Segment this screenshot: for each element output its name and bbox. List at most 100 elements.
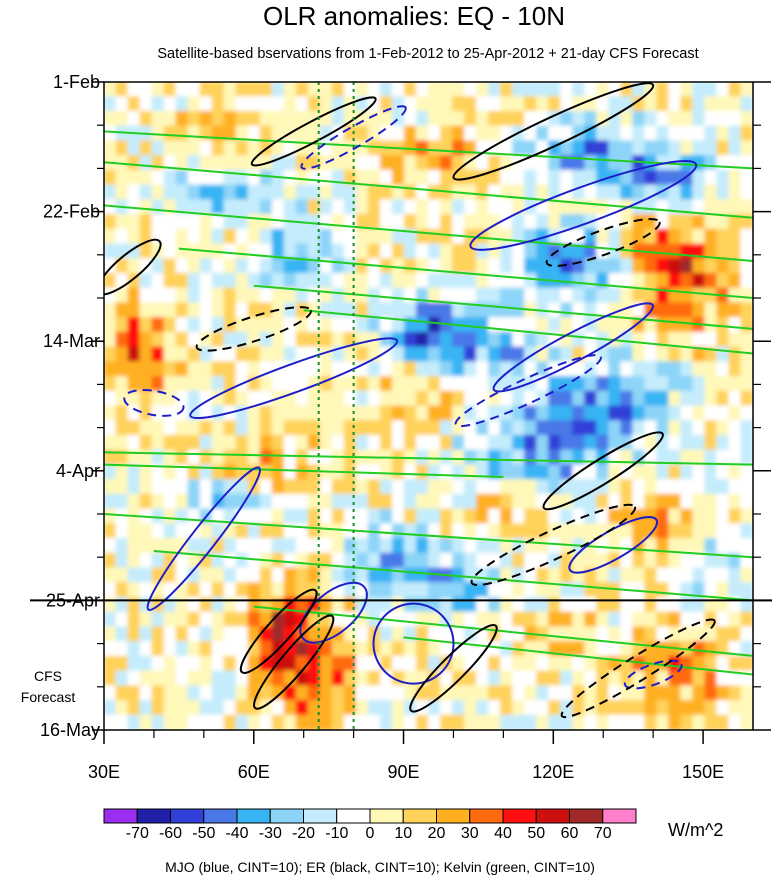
heatmap-cell [692, 582, 706, 598]
heatmap-cell [331, 700, 345, 716]
heatmap-cell [199, 479, 213, 495]
heatmap-cell [283, 346, 297, 363]
heatmap-cell [524, 523, 538, 540]
heatmap-cell [620, 155, 634, 171]
heatmap-cell [295, 287, 309, 304]
heatmap-cell [175, 552, 189, 569]
heatmap-cell [283, 493, 297, 510]
heatmap-cell [163, 272, 177, 289]
heatmap-cell [476, 228, 490, 245]
heatmap-cell [560, 670, 574, 687]
heatmap-cell [211, 479, 225, 495]
heatmap-cell [295, 523, 309, 540]
heatmap-cell [307, 272, 321, 289]
heatmap-cell [115, 214, 129, 230]
heatmap-cell [656, 670, 670, 687]
heatmap-cell [415, 199, 429, 216]
heatmap-cell [415, 479, 429, 495]
heatmap-cell [283, 449, 297, 466]
heatmap-cell [139, 538, 153, 554]
er-contour [452, 82, 655, 181]
heatmap-cell [680, 346, 694, 363]
heatmap-cell [644, 272, 658, 289]
heatmap-cell [536, 449, 550, 466]
heatmap-cell [632, 405, 646, 422]
heatmap-cell [355, 346, 369, 363]
heatmap-cell [187, 243, 201, 260]
colorbar-swatch [569, 808, 604, 824]
heatmap-cell [524, 641, 538, 657]
heatmap-cell [319, 420, 333, 436]
heatmap-cell [403, 125, 417, 142]
heatmap-cell [271, 449, 285, 466]
heatmap-cell [668, 685, 682, 702]
heatmap-cell [139, 685, 153, 702]
heatmap-cell [211, 302, 225, 319]
heatmap-cell [379, 96, 393, 112]
heatmap-cell [139, 700, 153, 716]
heatmap-cell [644, 582, 658, 598]
heatmap-cell [656, 508, 670, 525]
heatmap-cell [596, 140, 610, 157]
heatmap-cell [391, 214, 405, 230]
heatmap-cell [740, 169, 753, 186]
heatmap-cell [452, 272, 466, 289]
heatmap-cell [223, 258, 237, 274]
heatmap-cell [271, 464, 285, 481]
heatmap-cell [524, 434, 538, 451]
heatmap-cell [584, 390, 598, 407]
heatmap-cell [608, 641, 622, 657]
heatmap-cell [620, 184, 634, 201]
heatmap-cell [115, 552, 129, 569]
heatmap-cell [476, 611, 490, 628]
heatmap-cell [704, 214, 718, 230]
heatmap-cell [175, 169, 189, 186]
y-tick-label: 1-Feb [53, 72, 100, 92]
heatmap-cell [295, 258, 309, 274]
heatmap-cell [692, 228, 706, 245]
heatmap-cell [127, 228, 141, 245]
heatmap-cell [668, 714, 682, 730]
heatmap-cell [367, 361, 381, 378]
heatmap-cell [163, 670, 177, 687]
heatmap-cell [704, 655, 718, 672]
heatmap-cell [319, 641, 333, 657]
heatmap-cell [680, 538, 694, 554]
mjo-contour [146, 466, 262, 612]
heatmap-cell [668, 110, 682, 127]
heatmap-cell [452, 214, 466, 230]
heatmap-cell [584, 287, 598, 304]
heatmap-cell [343, 361, 357, 378]
heatmap-cell [704, 199, 718, 216]
heatmap-cell [115, 376, 129, 392]
heatmap-cell [115, 493, 129, 510]
heatmap-cell [536, 552, 550, 569]
heatmap-cell [295, 582, 309, 598]
heatmap-cell [415, 523, 429, 540]
heatmap-cell [343, 596, 357, 613]
heatmap-cell [259, 611, 273, 628]
heatmap-cell [632, 287, 646, 304]
heatmap-cell [319, 228, 333, 245]
heatmap-cell [307, 302, 321, 319]
heatmap-cell [211, 523, 225, 540]
heatmap-cell [620, 552, 634, 569]
heatmap-cell [512, 302, 526, 319]
heatmap-cell [704, 287, 718, 304]
heatmap-cell [476, 82, 490, 98]
heatmap-cell [524, 449, 538, 466]
heatmap-cell [452, 140, 466, 157]
heatmap-cell [259, 567, 273, 584]
heatmap-cell [620, 700, 634, 716]
heatmap-cell [608, 493, 622, 510]
heatmap-cell [608, 96, 622, 112]
heatmap-cell [440, 626, 454, 643]
heatmap-cell [235, 493, 249, 510]
heatmap-cell [175, 361, 189, 378]
heatmap-cell [319, 169, 333, 186]
heatmap-cell [548, 493, 562, 510]
heatmap-cell [548, 169, 562, 186]
heatmap-cell [283, 582, 297, 598]
heatmap-cell [379, 199, 393, 216]
heatmap-cell [536, 685, 550, 702]
